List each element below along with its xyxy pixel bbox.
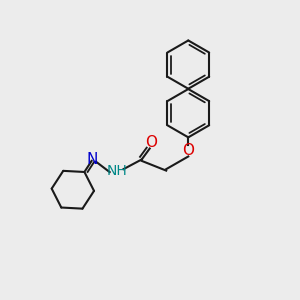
Text: O: O (146, 135, 158, 150)
Text: O: O (182, 143, 194, 158)
Text: NH: NH (106, 164, 128, 178)
Text: N: N (87, 152, 98, 167)
